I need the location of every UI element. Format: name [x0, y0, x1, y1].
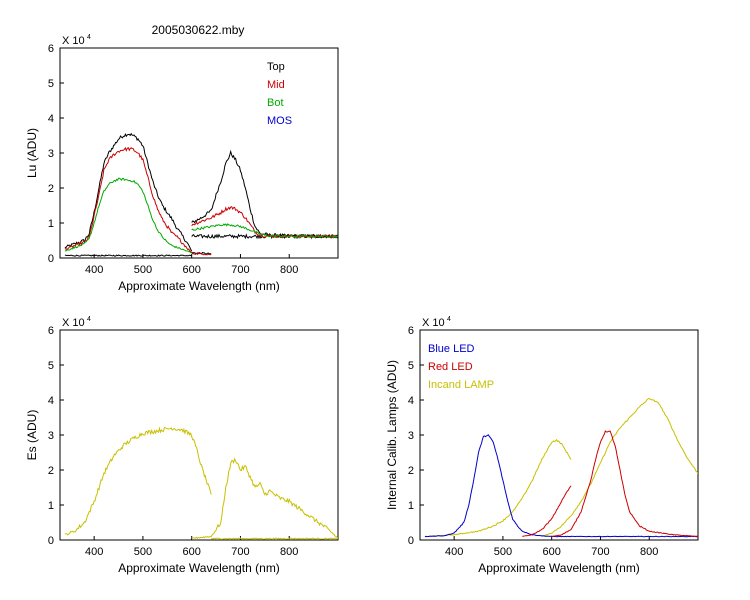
x-tick-label: 500: [134, 264, 152, 276]
y-tick-label: 6: [48, 325, 54, 337]
x-tick-label: 700: [591, 546, 609, 558]
y-exponent: 4: [87, 316, 91, 323]
series-line-top: [64, 254, 192, 257]
y-tick-label: 6: [48, 43, 54, 55]
x-tick-label: 700: [231, 264, 249, 276]
series-line-top: [191, 233, 338, 240]
y-tick-label: 1: [48, 500, 54, 512]
y-multiplier: X 10: [422, 317, 445, 329]
x-axis-label: Approximate Wavelength (nm): [118, 279, 280, 293]
x-tick-label: 500: [494, 546, 512, 558]
x-tick-label: 600: [543, 546, 561, 558]
series-line-mid: [64, 146, 193, 254]
y-tick-label: 5: [48, 360, 54, 372]
legend-entry: Bot: [267, 97, 284, 109]
x-tick-label: 400: [445, 546, 463, 558]
legend-entry: Mid: [267, 79, 285, 91]
series-line-bot: [191, 223, 338, 239]
plot-frame: [59, 47, 339, 259]
series-line-red-led: [551, 430, 698, 538]
y-tick-label: 4: [408, 395, 414, 407]
y-tick-label: 3: [48, 430, 54, 442]
x-tick-label: 800: [640, 546, 658, 558]
x-axis-label: Approximate Wavelength (nm): [118, 561, 280, 575]
series-line-red-led: [522, 485, 572, 537]
y-tick-label: 2: [48, 183, 54, 195]
series-group: [64, 426, 338, 540]
x-tick-label: 500: [134, 546, 152, 558]
x-tick-label: 400: [85, 264, 103, 276]
y-multiplier: X 10: [62, 317, 85, 329]
series-line-mid: [191, 206, 338, 239]
y-multiplier: X 10: [62, 35, 85, 47]
series-line-bot: [64, 177, 192, 254]
y-tick-label: 0: [408, 535, 414, 547]
series-line-blue-led: [424, 434, 698, 538]
x-tick-label: 800: [280, 264, 298, 276]
legend-entry: Incand LAMP: [428, 379, 494, 391]
y-tick-label: 6: [408, 325, 414, 337]
y-tick-label: 4: [48, 395, 54, 407]
y-tick-label: 1: [48, 218, 54, 230]
series-line-top: [191, 149, 338, 240]
legend-entry: Top: [267, 61, 285, 73]
y-tick-label: 3: [408, 430, 414, 442]
series-group: [64, 132, 338, 257]
x-tick-label: 600: [183, 264, 201, 276]
y-tick-label: 0: [48, 535, 54, 547]
legend-entry: Red LED: [428, 361, 473, 373]
x-tick-label: 700: [231, 546, 249, 558]
series-line-mid: [191, 252, 212, 256]
y-exponent: 4: [447, 316, 451, 323]
y-exponent: 4: [87, 34, 91, 41]
legend-entry: Blue LED: [428, 343, 475, 355]
y-axis-label: Es (ADU): [25, 410, 39, 461]
series-line-es: [64, 426, 212, 536]
x-tick-label: 600: [183, 546, 201, 558]
series-line-es: [211, 537, 338, 540]
series-line-top: [64, 132, 193, 252]
y-tick-label: 1: [408, 500, 414, 512]
legend-entry: MOS: [267, 115, 292, 127]
y-tick-label: 2: [48, 465, 54, 477]
y-axis-label: Internal Calib. Lamps (ADU): [385, 360, 399, 510]
y-tick-label: 5: [48, 78, 54, 90]
x-axis-label: Approximate Wavelength (nm): [478, 561, 640, 575]
series-group: [424, 397, 698, 538]
x-tick-label: 800: [280, 546, 298, 558]
series-line-es: [191, 457, 338, 539]
y-tick-label: 4: [48, 113, 54, 125]
figure-title: 2005030622.mby: [152, 23, 245, 37]
y-tick-label: 3: [48, 148, 54, 160]
y-tick-label: 0: [48, 253, 54, 265]
y-axis-label: Lu (ADU): [25, 128, 39, 178]
series-line-incand-lamp: [541, 397, 698, 538]
y-tick-label: 5: [408, 360, 414, 372]
y-tick-label: 2: [408, 465, 414, 477]
plot-frame: [59, 329, 339, 541]
x-tick-label: 400: [85, 546, 103, 558]
